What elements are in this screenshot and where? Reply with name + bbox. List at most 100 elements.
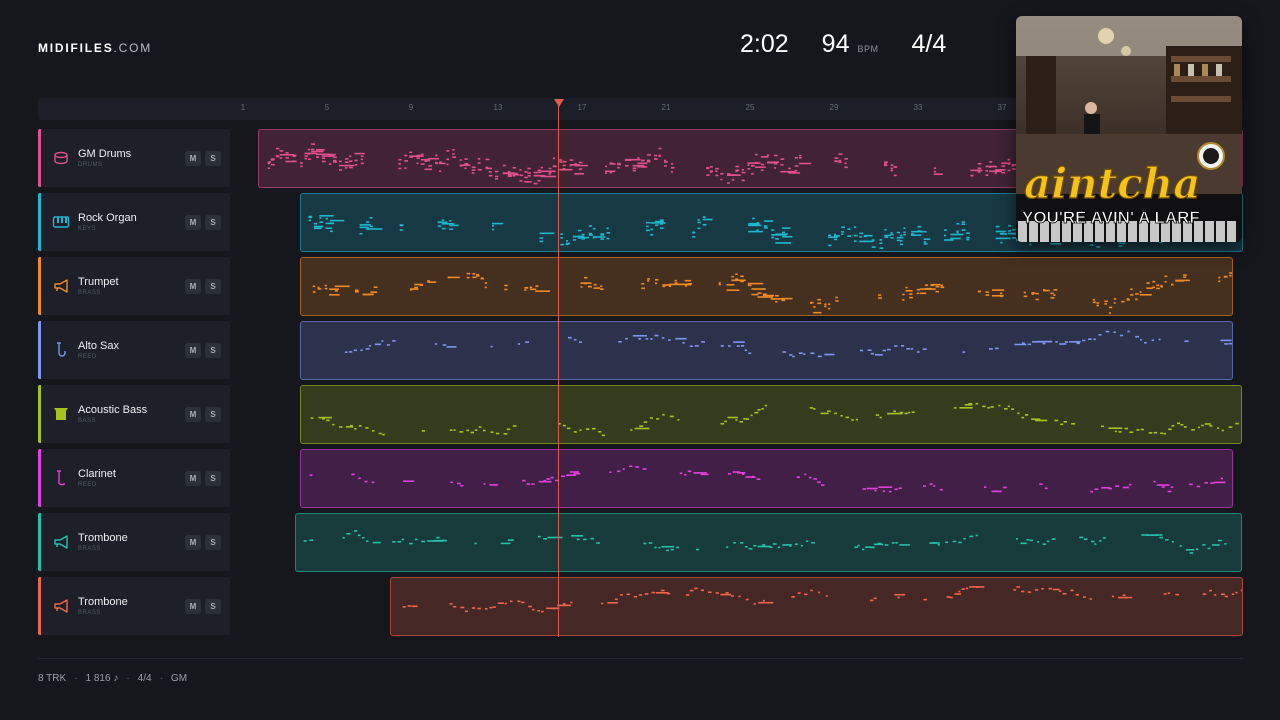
midi-note [709, 166, 713, 168]
track-header[interactable]: Trombone BRASS M S [38, 513, 230, 571]
midi-note [1118, 245, 1123, 247]
midi-note [504, 288, 508, 291]
track-color-strip [38, 257, 41, 315]
midi-note [995, 347, 999, 350]
midi-note [1164, 275, 1168, 278]
midi-clip[interactable] [300, 385, 1242, 444]
midi-note [771, 229, 775, 231]
mute-button[interactable]: M [185, 471, 201, 486]
track-category: DRUMS [78, 162, 103, 168]
midi-note [701, 341, 705, 343]
playhead-handle[interactable] [554, 99, 564, 107]
midi-note [809, 407, 814, 409]
midi-note [614, 598, 618, 601]
midi-note [1161, 486, 1165, 488]
midi-note [748, 230, 763, 233]
midi-note [756, 222, 760, 224]
midi-note [637, 157, 640, 159]
midi-note [727, 173, 731, 175]
solo-button[interactable]: S [205, 151, 221, 166]
midi-note [982, 405, 986, 408]
midi-clip[interactable] [300, 321, 1233, 380]
solo-button[interactable]: S [205, 279, 221, 294]
midi-note [700, 473, 709, 476]
midi-clip[interactable] [295, 513, 1242, 572]
midi-note [977, 171, 981, 173]
midi-note [360, 158, 363, 161]
midi-note [659, 219, 664, 221]
sax-icon [57, 342, 66, 357]
midi-note [541, 610, 544, 613]
midi-note [1001, 171, 1005, 174]
mute-button[interactable]: M [185, 599, 201, 614]
midi-note [828, 303, 831, 305]
midi-note [464, 158, 468, 160]
midi-note [692, 236, 696, 238]
midi-note [568, 336, 572, 339]
midi-note [1079, 536, 1084, 539]
midi-clip[interactable] [390, 577, 1243, 636]
midi-note [329, 230, 333, 233]
midi-clip[interactable] [300, 449, 1233, 508]
midi-note [882, 349, 887, 352]
playhead[interactable] [558, 104, 559, 637]
mute-button[interactable]: M [185, 151, 201, 166]
site-logo[interactable]: MIDIFILES.COM [38, 41, 152, 55]
midi-note [923, 243, 928, 245]
midi-note [1163, 432, 1166, 435]
track-header[interactable]: Acoustic Bass BASS M S [38, 385, 230, 443]
mute-button[interactable]: M [185, 343, 201, 358]
midi-note [552, 157, 556, 160]
mute-button[interactable]: M [185, 215, 201, 230]
midi-note [933, 485, 936, 487]
timeline-ruler[interactable]: 1 5 9 13 17 21 25 29 33 37 [38, 98, 1243, 120]
midi-note [1153, 480, 1156, 483]
solo-button[interactable]: S [205, 471, 221, 486]
midi-note [726, 289, 740, 291]
midi-clip[interactable] [300, 257, 1233, 316]
solo-button[interactable]: S [205, 599, 221, 614]
midi-note [439, 162, 446, 165]
duration: 2:02 [740, 30, 789, 58]
midi-note [670, 167, 675, 169]
midi-note [360, 349, 363, 352]
midi-note [763, 225, 768, 227]
midi-note [778, 546, 781, 548]
midi-note [1104, 300, 1108, 303]
midi-note [285, 152, 289, 154]
midi-note [1217, 539, 1222, 542]
midi-note [574, 163, 577, 165]
midi-note [952, 540, 957, 543]
track-header[interactable]: Alto Sax REED M S [38, 321, 230, 379]
track-header[interactable]: Rock Organ KEYS M S [38, 193, 230, 251]
track-header[interactable]: Trumpet BRASS M S [38, 257, 230, 315]
solo-button[interactable]: S [205, 535, 221, 550]
solo-button[interactable]: S [205, 343, 221, 358]
midi-note [987, 407, 990, 409]
mute-button[interactable]: M [185, 279, 201, 294]
mute-button[interactable]: M [185, 535, 201, 550]
solo-button[interactable]: S [205, 407, 221, 422]
midi-note [537, 610, 540, 612]
midi-note [817, 302, 822, 305]
midi-note [662, 284, 671, 286]
midi-note [984, 486, 987, 488]
midi-note [859, 232, 864, 235]
midi-note [370, 293, 374, 296]
midi-note [684, 474, 687, 476]
track-header[interactable]: Clarinet REED M S [38, 449, 230, 507]
solo-button[interactable]: S [205, 215, 221, 230]
midi-note [963, 537, 966, 540]
track-header[interactable]: Trombone BRASS M S [38, 577, 230, 635]
midi-note [794, 165, 799, 167]
midi-note [359, 233, 363, 235]
track-header[interactable]: GM Drums DRUMS M S [38, 129, 230, 187]
midi-note [887, 348, 891, 351]
midi-note [588, 232, 593, 235]
midi-note [527, 167, 531, 170]
midi-note [312, 291, 316, 293]
midi-note [427, 280, 430, 282]
midi-note [639, 425, 644, 427]
midi-note [453, 429, 456, 431]
mute-button[interactable]: M [185, 407, 201, 422]
